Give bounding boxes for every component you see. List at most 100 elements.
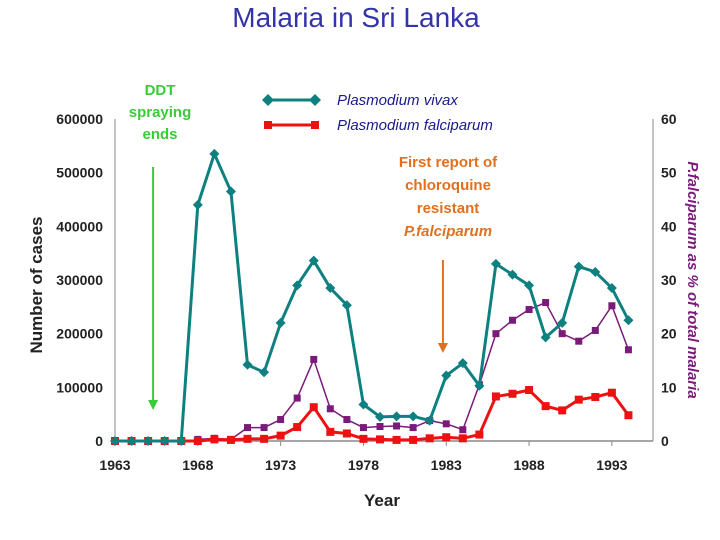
data-point: [225, 186, 236, 197]
data-point: [557, 317, 568, 328]
y-axis-label: Number of cases: [27, 217, 46, 354]
data-point: [607, 388, 616, 397]
data-point: [309, 403, 318, 412]
data-point: [590, 266, 601, 277]
data-point: [573, 261, 584, 272]
data-point: [277, 416, 285, 424]
legend-marker-vivax: [309, 94, 321, 106]
data-point: [342, 429, 351, 438]
data-point: [326, 405, 334, 413]
chloroquine-annotation-line: P.falciparum: [404, 223, 492, 240]
data-point: [243, 434, 252, 443]
data-point: [491, 392, 500, 401]
y2-tick-label: 10: [661, 379, 677, 395]
data-point: [507, 269, 518, 280]
x-tick-label: 1968: [182, 457, 213, 473]
data-point: [574, 395, 583, 404]
data-point: [525, 386, 534, 395]
data-point: [293, 423, 302, 432]
data-point: [326, 427, 335, 436]
data-point: [524, 280, 535, 291]
chloroquine-annotation-line: chloroquine: [405, 177, 491, 194]
data-point: [210, 435, 219, 444]
data-point: [259, 367, 270, 378]
data-point: [159, 436, 170, 446]
data-point: [376, 435, 384, 444]
data-point: [442, 433, 451, 442]
series-line: [115, 152, 630, 443]
x-tick-label: 1983: [431, 457, 462, 473]
legend-label-vivax: Plasmodium vivax: [337, 92, 458, 109]
data-point: [409, 435, 418, 444]
data-point: [442, 420, 450, 428]
data-point: [209, 148, 220, 159]
data-point: [343, 416, 351, 424]
x-tick-label: 1973: [265, 457, 296, 473]
chloroquine-arrow-head: [437, 343, 448, 353]
data-point: [409, 424, 417, 432]
data-point: [492, 330, 500, 338]
data-point: [392, 435, 401, 444]
data-point: [474, 380, 485, 391]
data-point: [325, 283, 336, 294]
x-tick-label: 1963: [99, 457, 130, 473]
y2-tick-label: 30: [661, 272, 677, 288]
data-point: [341, 300, 352, 311]
data-point: [393, 422, 401, 430]
chloroquine-annotation: First report of chloroquine resistant P.fal…: [399, 154, 498, 353]
data-point: [276, 431, 285, 440]
data-point: [260, 434, 269, 443]
ddt-annotation-line: DDT: [145, 82, 176, 99]
y-tick-label: 200000: [56, 326, 103, 342]
data-point: [606, 283, 617, 294]
data-point: [143, 436, 154, 446]
series-line: [115, 388, 630, 443]
data-point: [308, 255, 319, 266]
data-point: [457, 358, 468, 369]
data-point: [624, 346, 632, 354]
data-point: [260, 424, 268, 432]
data-point: [391, 411, 402, 422]
data-point: [293, 394, 301, 402]
data-point: [509, 316, 516, 324]
legend-marker-falciparum: [264, 121, 272, 129]
y-tick-label: 600000: [56, 111, 103, 127]
data-point: [623, 315, 634, 326]
data-point: [591, 392, 600, 401]
data-point: [192, 199, 203, 210]
series-plasmodium-falciparum: [111, 386, 633, 445]
x-tick-label: 1988: [513, 457, 544, 473]
data-point: [542, 299, 550, 307]
data-point: [359, 434, 368, 443]
data-point: [558, 330, 566, 338]
data-point: [608, 302, 616, 310]
data-point: [375, 411, 385, 422]
series-plasmodium-vivax: [110, 148, 634, 446]
chloroquine-annotation-line: resistant: [417, 200, 480, 217]
data-point: [376, 423, 384, 431]
y2-tick-label: 0: [661, 433, 669, 449]
data-point: [624, 411, 633, 420]
data-point: [126, 436, 137, 446]
y2-axis-label: P.falciparum as % of total malaria: [684, 161, 701, 398]
data-point: [441, 370, 452, 381]
y-tick-label: 0: [95, 433, 103, 449]
legend: Plasmodium vivax Plasmodium falciparum: [262, 92, 493, 134]
data-point: [424, 415, 435, 426]
y-tick-label: 500000: [56, 165, 103, 181]
data-point: [540, 332, 551, 343]
data-point: [275, 317, 286, 328]
y-tick-label: 300000: [56, 272, 103, 288]
x-tick-label: 1993: [596, 457, 627, 473]
data-point: [490, 258, 501, 269]
data-point: [292, 280, 303, 291]
ddt-arrow-head: [148, 400, 159, 410]
y2-tick-label: 40: [661, 218, 677, 234]
series-p-falciparum-as-of-total-malaria: [194, 299, 632, 443]
data-point: [525, 306, 533, 314]
y-tick-label: 100000: [56, 379, 103, 395]
data-point: [459, 426, 467, 434]
slide-title: Malaria in Sri Lanka: [232, 2, 480, 33]
y2-tick-label: 50: [661, 165, 677, 181]
